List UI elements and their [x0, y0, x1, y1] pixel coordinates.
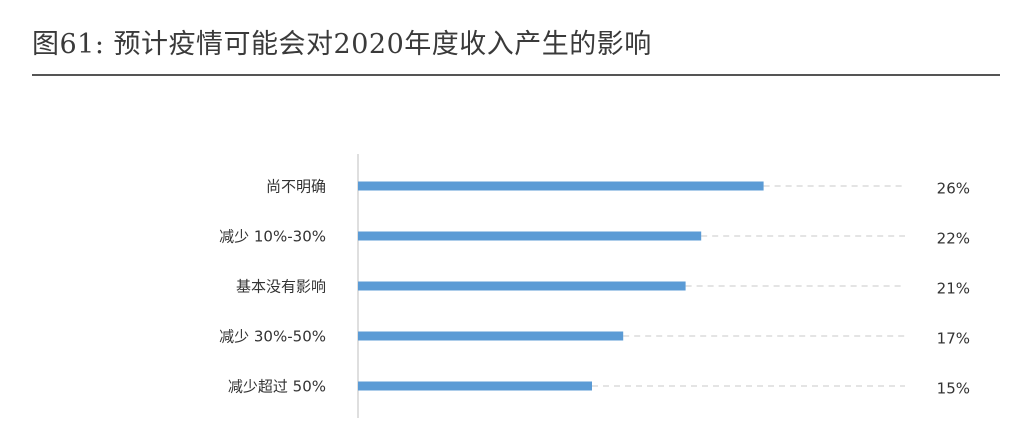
category-label: 尚不明确 — [266, 178, 326, 196]
category-label: 减少 10%-30% — [219, 228, 326, 246]
title-divider — [32, 74, 1000, 76]
bar — [358, 231, 702, 241]
bar — [358, 281, 686, 291]
bar — [358, 331, 624, 341]
value-label: 22% — [937, 230, 970, 248]
value-label: 21% — [937, 280, 970, 298]
chart-title: 图61: 预计疫情可能会对2020年度收入产生的影响 — [32, 29, 652, 60]
category-label: 基本没有影响 — [236, 278, 326, 296]
category-label: 减少 30%-50% — [219, 328, 326, 346]
value-label: 26% — [937, 180, 970, 198]
bar — [358, 181, 764, 191]
bar — [358, 381, 592, 391]
category-label: 减少超过 50% — [228, 378, 326, 396]
value-label: 17% — [937, 330, 970, 348]
value-label: 15% — [937, 380, 970, 398]
